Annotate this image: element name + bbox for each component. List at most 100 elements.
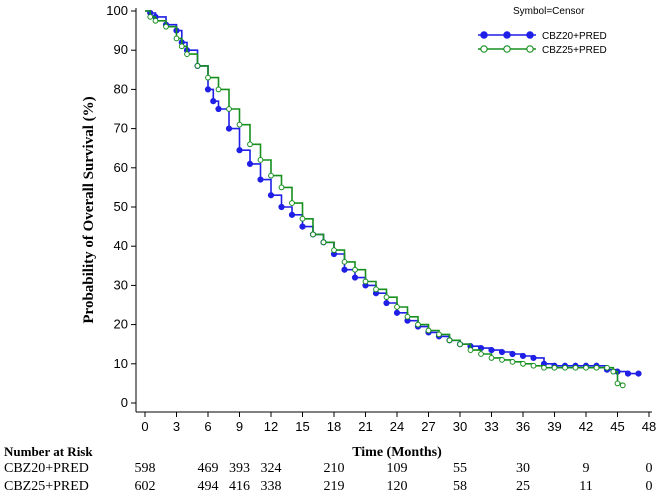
- censor-marker: [310, 231, 316, 238]
- risk-cell: 338: [261, 479, 282, 494]
- censor-marker: [393, 309, 401, 316]
- censor-marker: [509, 350, 516, 358]
- x-tick-label: 27: [421, 419, 435, 434]
- censor-marker: [226, 106, 232, 112]
- risk-table: Number at Risk CBZ20+PRED 598 469 393 324 210…: [4, 444, 653, 494]
- y-tick-label: 30: [114, 277, 128, 292]
- censor-marker: [415, 321, 421, 328]
- censor-marker: [278, 184, 285, 191]
- legend-title: Symbol=Censor: [513, 6, 585, 17]
- censor-marker: [215, 105, 222, 113]
- x-tick-label: 45: [610, 419, 624, 434]
- censor-marker: [289, 200, 295, 206]
- x-tick-label: 36: [516, 419, 530, 434]
- censor-marker: [267, 192, 275, 199]
- censor-marker: [331, 247, 337, 254]
- censor-marker: [394, 304, 400, 310]
- censor-marker: [614, 380, 621, 387]
- censor-marker: [425, 327, 432, 334]
- censor-marker: [520, 360, 526, 367]
- risk-cell: 0: [646, 461, 653, 476]
- censor-marker: [530, 354, 537, 362]
- censor-marker: [604, 364, 610, 371]
- y-tick-label: 90: [114, 42, 128, 57]
- risk-cell: 494: [198, 479, 219, 494]
- censor-marker: [351, 274, 359, 281]
- censor-marker: [204, 86, 212, 93]
- x-tick-label: 18: [327, 419, 341, 434]
- censor-marker: [178, 43, 185, 50]
- risk-cell: 11: [579, 479, 592, 494]
- risk-cell: 55: [453, 461, 467, 476]
- x-tick-label: 0: [141, 419, 148, 434]
- y-tick-label: 40: [114, 238, 128, 253]
- y-tick-label: 80: [114, 81, 128, 96]
- censor-marker: [562, 364, 568, 371]
- censor-marker: [278, 203, 285, 211]
- censor-marker: [635, 370, 642, 377]
- censor-marker: [610, 368, 617, 375]
- legend-marker: [480, 31, 488, 39]
- x-tick-label: 6: [204, 419, 211, 434]
- censor-marker: [457, 341, 463, 348]
- risk-cell: 30: [516, 461, 530, 476]
- y-tick-label: 10: [114, 356, 128, 371]
- y-tick-label: 70: [114, 121, 128, 136]
- legend-marker: [503, 45, 511, 53]
- legend-label: CBZ20+PRED: [542, 31, 607, 42]
- censor-marker: [225, 125, 233, 132]
- x-tick-label: 48: [642, 419, 656, 434]
- censor-marker: [572, 364, 579, 371]
- risk-cell: 393: [229, 461, 250, 476]
- risk-cell: 9: [583, 461, 590, 476]
- censor-marker: [299, 215, 306, 222]
- censor-marker: [488, 355, 495, 361]
- x-tick-label: 39: [547, 419, 561, 434]
- censor-marker: [467, 347, 474, 353]
- censor-marker: [173, 35, 180, 42]
- censor-marker: [446, 337, 453, 344]
- censor-marker: [499, 356, 505, 363]
- x-tick-label: 21: [358, 419, 372, 434]
- risk-cell: 416: [229, 479, 250, 494]
- x-tick-label: 9: [236, 419, 243, 434]
- y-tick-label: 50: [114, 199, 128, 214]
- censor-marker: [624, 370, 632, 377]
- risk-cell: 210: [324, 461, 345, 476]
- risk-cell: 219: [324, 479, 345, 494]
- censor-marker: [498, 348, 506, 356]
- censor-marker: [488, 346, 495, 354]
- censor-marker: [246, 160, 254, 167]
- censor-marker: [551, 364, 558, 371]
- censor-marker: [152, 17, 159, 24]
- risk-cell: 0: [646, 479, 653, 494]
- censor-marker: [205, 74, 211, 81]
- series-layer: [145, 9, 642, 389]
- censor-marker: [194, 62, 201, 69]
- risk-row-label: CBZ20+PRED: [4, 461, 89, 476]
- censor-marker: [478, 351, 484, 357]
- x-axis-label: Time (Months): [352, 445, 442, 460]
- series-line-cbz25: [145, 10, 624, 386]
- censor-marker: [215, 86, 222, 93]
- censor-marker: [257, 157, 264, 163]
- risk-cell: 324: [261, 461, 282, 476]
- risk-cell: 469: [198, 461, 219, 476]
- risk-cell: 602: [135, 479, 156, 494]
- censor-marker: [583, 364, 589, 371]
- risk-cell: 120: [387, 479, 408, 494]
- x-tick-label: 24: [390, 419, 404, 434]
- censor-marker: [404, 313, 411, 320]
- x-tick-label: 42: [579, 419, 593, 434]
- censor-marker: [247, 141, 253, 148]
- y-axis-label-group: Probability of Overall Survival (%): [81, 96, 97, 323]
- legend-marker: [503, 31, 511, 39]
- risk-cell: 598: [135, 461, 156, 476]
- censor-marker: [236, 121, 243, 128]
- censor-marker: [288, 211, 296, 218]
- censor-marker: [184, 51, 190, 58]
- risk-cell: 25: [516, 479, 530, 494]
- censor-marker: [236, 147, 243, 154]
- censor-marker: [320, 239, 327, 246]
- censor-marker: [593, 364, 600, 371]
